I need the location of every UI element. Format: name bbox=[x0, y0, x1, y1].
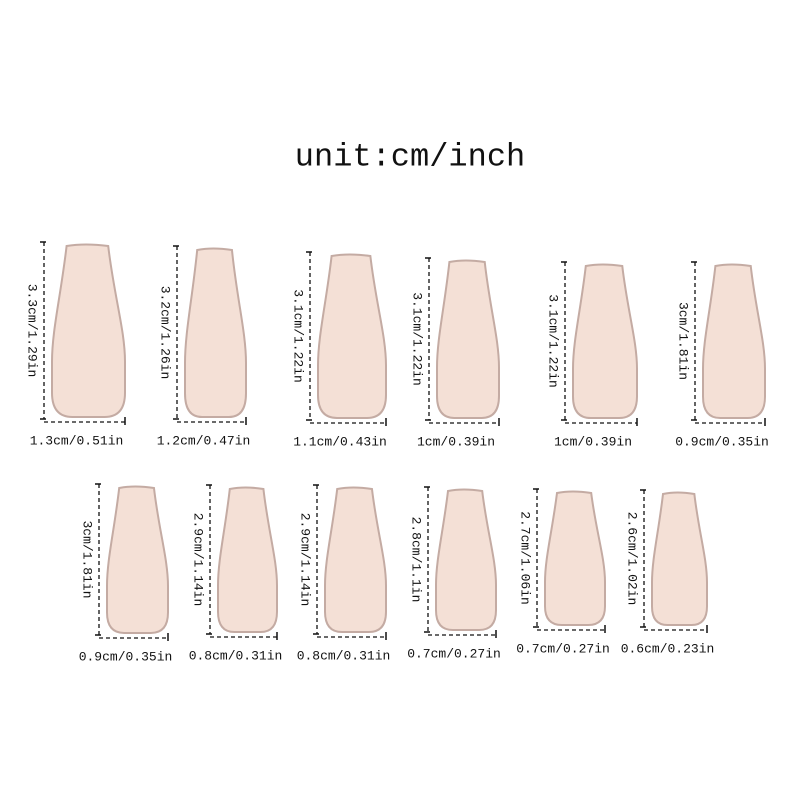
height-label: 2.9cm/1.14in bbox=[191, 513, 206, 607]
width-label: 0.7cm/0.27in bbox=[407, 646, 501, 661]
width-label: 1cm/0.39in bbox=[554, 434, 632, 449]
title: unit:cm/inch bbox=[295, 138, 525, 175]
nail bbox=[651, 491, 708, 626]
nail bbox=[51, 243, 126, 418]
width-label: 0.8cm/0.31in bbox=[189, 648, 283, 663]
nail bbox=[572, 263, 638, 419]
width-label: 0.9cm/0.35in bbox=[79, 649, 173, 664]
height-label: 3.2cm/1.26in bbox=[158, 286, 173, 380]
nail bbox=[436, 259, 500, 419]
height-label: 2.9cm/1.14in bbox=[298, 513, 313, 607]
height-label: 3cm/1.81in bbox=[80, 520, 95, 598]
width-label: 1.1cm/0.43in bbox=[293, 434, 387, 449]
width-label: 0.9cm/0.35in bbox=[675, 434, 769, 449]
width-label: 1.2cm/0.47in bbox=[157, 433, 251, 448]
width-label: 1.3cm/0.51in bbox=[30, 433, 124, 448]
height-label: 3cm/1.81in bbox=[676, 302, 691, 380]
nail bbox=[317, 253, 387, 419]
nail bbox=[702, 263, 766, 419]
nail bbox=[217, 486, 278, 633]
width-label: 0.7cm/0.27in bbox=[516, 641, 610, 656]
height-label: 3.3cm/1.29in bbox=[25, 284, 40, 378]
nail bbox=[324, 486, 387, 633]
height-label: 2.6cm/1.02in bbox=[625, 512, 640, 606]
nail bbox=[106, 485, 169, 634]
height-label: 2.7cm/1.06in bbox=[518, 511, 533, 605]
height-label: 3.1cm/1.22in bbox=[410, 292, 425, 386]
height-label: 3.1cm/1.22in bbox=[546, 294, 561, 388]
nail bbox=[435, 488, 497, 631]
nail bbox=[544, 490, 606, 626]
height-label: 2.8cm/1.1in bbox=[409, 517, 424, 603]
width-label: 0.6cm/0.23in bbox=[621, 641, 715, 656]
width-label: 1cm/0.39in bbox=[417, 434, 495, 449]
width-label: 0.8cm/0.31in bbox=[297, 648, 391, 663]
nail bbox=[184, 247, 247, 418]
height-label: 3.1cm/1.22in bbox=[291, 289, 306, 383]
